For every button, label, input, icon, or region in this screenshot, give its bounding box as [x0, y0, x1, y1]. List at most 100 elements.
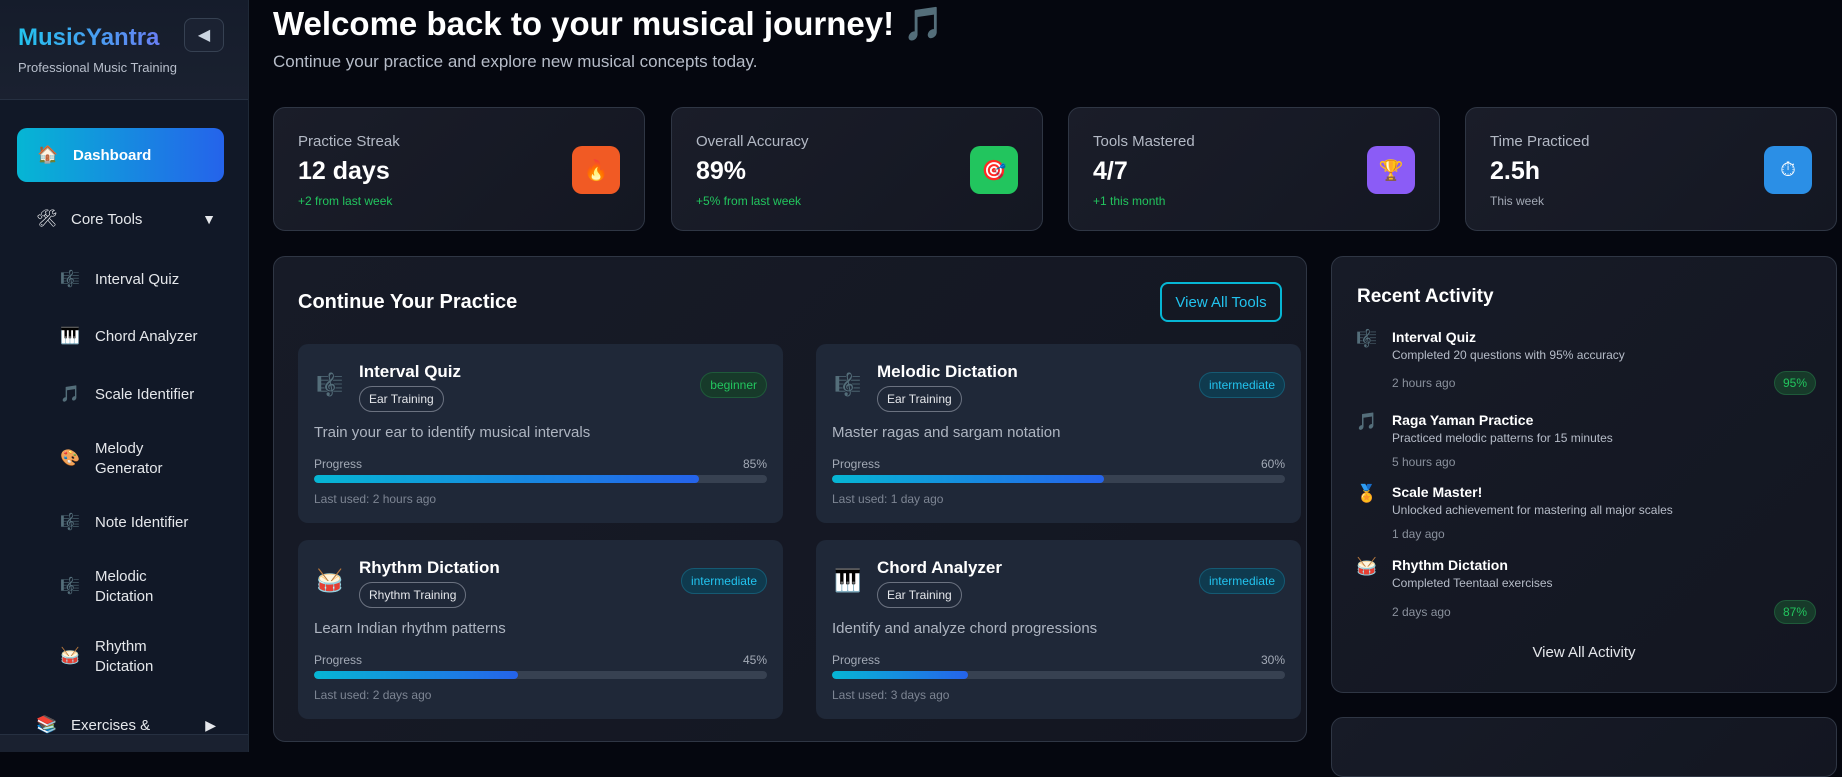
category-tag: Ear Training: [877, 386, 962, 412]
music-note-icon: 🎵: [1356, 412, 1378, 431]
stat-card-practice-streak: Practice Streak 12 days +2 from last wee…: [273, 107, 645, 231]
stat-value: 4/7: [1093, 157, 1128, 185]
stat-card-time-practiced: Time Practiced 2.5h This week ⏱: [1465, 107, 1837, 231]
sidebar-item-scale-identifier[interactable]: 🎵 Scale Identifier: [60, 385, 240, 405]
app-logo[interactable]: MusicYantra: [18, 24, 230, 52]
sidebar-item-label: Dashboard: [73, 146, 152, 164]
score-badge: 95%: [1773, 371, 1816, 395]
palette-icon: 🎨: [60, 450, 80, 467]
drum-icon: 🥁: [1356, 557, 1378, 576]
progress-label: Progress: [832, 457, 881, 471]
category-tag: Ear Training: [359, 386, 444, 412]
progress-fill: [314, 475, 700, 483]
stat-label: Overall Accuracy: [696, 133, 809, 150]
activity-title: Scale Master!: [1392, 484, 1483, 500]
next-panel: [1331, 717, 1837, 777]
tool-description: Master ragas and sargam notation: [832, 424, 1061, 441]
activity-title: Rhythm Dictation: [1392, 557, 1508, 573]
last-used: Last used: 1 day ago: [832, 492, 944, 506]
score-badge: 87%: [1773, 600, 1816, 624]
progress-bar: [314, 671, 767, 679]
stat-label: Time Practiced: [1490, 133, 1590, 150]
sidebar-group-label: Core Tools: [71, 210, 143, 228]
stat-change: This week: [1490, 194, 1545, 208]
sidebar-item-label: Melodic Dictation: [95, 568, 154, 605]
activity-description: Completed Teentaal exercises: [1392, 576, 1553, 590]
tool-description: Learn Indian rhythm patterns: [314, 620, 506, 637]
stat-change: +2 from last week: [298, 194, 393, 208]
tool-card[interactable]: 🎼 Interval Quiz Ear Training beginner Tr…: [298, 344, 783, 523]
sidebar-item-note-identifier[interactable]: 🎼 Note Identifier: [60, 513, 240, 533]
sidebar-scrollbar[interactable]: [0, 734, 248, 752]
activity-time: 2 days ago: [1392, 605, 1451, 619]
level-badge: beginner: [700, 372, 767, 398]
page-subtitle: Continue your practice and explore new m…: [273, 52, 758, 71]
sheet-music-icon: 🎼: [1356, 329, 1378, 348]
activity-time: 5 hours ago: [1392, 455, 1456, 469]
sidebar-item-chord-analyzer[interactable]: 🎹 Chord Analyzer: [60, 327, 240, 347]
activity-description: Unlocked achievement for mastering all m…: [1392, 503, 1673, 517]
sidebar-item-dashboard[interactable]: 🏠 Dashboard: [17, 128, 224, 182]
chevron-right-icon: ▶: [205, 716, 216, 733]
stat-value: 89%: [696, 157, 747, 185]
stat-card-overall-accuracy: Overall Accuracy 89% +5% from last week …: [671, 107, 1043, 231]
sidebar-item-label: Chord Analyzer: [95, 328, 198, 345]
continue-practice-panel: Continue Your Practice View All Tools 🎼 …: [273, 256, 1307, 742]
tool-name: Chord Analyzer: [877, 558, 1003, 577]
sheet-music-icon: 🎼: [60, 271, 80, 288]
progress-bar: [832, 475, 1285, 483]
view-all-tools-button[interactable]: View All Tools: [1160, 282, 1282, 322]
sheet-music-icon: 🎼: [60, 578, 80, 595]
tool-card[interactable]: 🎹 Chord Analyzer Ear Training intermedia…: [816, 540, 1301, 719]
sidebar-item-melodic-dictation[interactable]: 🎼 Melodic Dictation: [60, 567, 210, 607]
activity-time: 2 hours ago: [1392, 376, 1456, 390]
piano-icon: 🎹: [60, 328, 80, 345]
target-icon: 🎯: [970, 146, 1018, 194]
stat-change: +1 this month: [1093, 194, 1166, 208]
tool-card[interactable]: 🎼 Melodic Dictation Ear Training interme…: [816, 344, 1301, 523]
level-badge: intermediate: [680, 568, 767, 594]
sidebar-item-melody-generator[interactable]: 🎨 Melody Generator: [60, 439, 210, 479]
sidebar-item-rhythm-dictation[interactable]: 🥁 Rhythm Dictation: [60, 637, 210, 677]
tool-name: Interval Quiz: [359, 362, 462, 381]
level-badge: intermediate: [1198, 372, 1285, 398]
stopwatch-icon: ⏱: [1764, 146, 1812, 194]
collapse-sidebar-button[interactable]: ◀: [184, 18, 224, 52]
piano-icon: 🎹: [834, 568, 862, 593]
brand-header: MusicYantra Professional Music Training …: [0, 0, 248, 100]
drum-icon: 🥁: [60, 648, 80, 665]
tool-card[interactable]: 🥁 Rhythm Dictation Rhythm Training inter…: [298, 540, 783, 719]
chevron-down-icon: ▼: [202, 211, 216, 227]
progress-label: Progress: [314, 653, 363, 667]
last-used: Last used: 2 hours ago: [314, 492, 437, 506]
trophy-icon: 🏆: [1367, 146, 1415, 194]
sidebar-item-interval-quiz[interactable]: 🎼 Interval Quiz: [60, 270, 240, 290]
stat-change: +5% from last week: [696, 194, 802, 208]
last-used: Last used: 2 days ago: [314, 688, 432, 702]
sidebar-item-label: Melody Generator: [95, 440, 163, 477]
category-tag: Ear Training: [877, 582, 962, 608]
progress-bar: [314, 475, 767, 483]
home-icon: 🏠: [37, 145, 59, 164]
stat-value: 2.5h: [1490, 157, 1541, 185]
drum-icon: 🥁: [316, 568, 344, 593]
progress-value: 30%: [1260, 653, 1285, 667]
activity-title: Raga Yaman Practice: [1392, 412, 1534, 428]
progress-label: Progress: [832, 653, 881, 667]
sheet-music-icon: 🎼: [834, 372, 862, 397]
progress-fill: [832, 671, 968, 679]
level-badge: intermediate: [1198, 568, 1285, 594]
chevron-left-icon: ◀: [197, 27, 211, 44]
activity-description: Practiced melodic patterns for 15 minute…: [1392, 431, 1613, 445]
sidebar-group-label: Exercises &: [71, 716, 151, 734]
progress-bar: [832, 671, 1285, 679]
fire-icon: 🔥: [572, 146, 620, 194]
view-all-activity-link[interactable]: View All Activity: [1532, 644, 1636, 661]
tools-icon: 🛠: [36, 209, 58, 228]
progress-fill: [832, 475, 1104, 483]
sidebar-group-core-tools[interactable]: 🛠 Core Tools ▼: [36, 209, 216, 229]
sidebar-group-exercises[interactable]: 📚 Exercises & ▶: [36, 715, 216, 735]
progress-label: Progress: [314, 457, 363, 471]
app-tagline: Professional Music Training: [18, 60, 177, 75]
music-note-icon: 🎵: [60, 386, 80, 403]
